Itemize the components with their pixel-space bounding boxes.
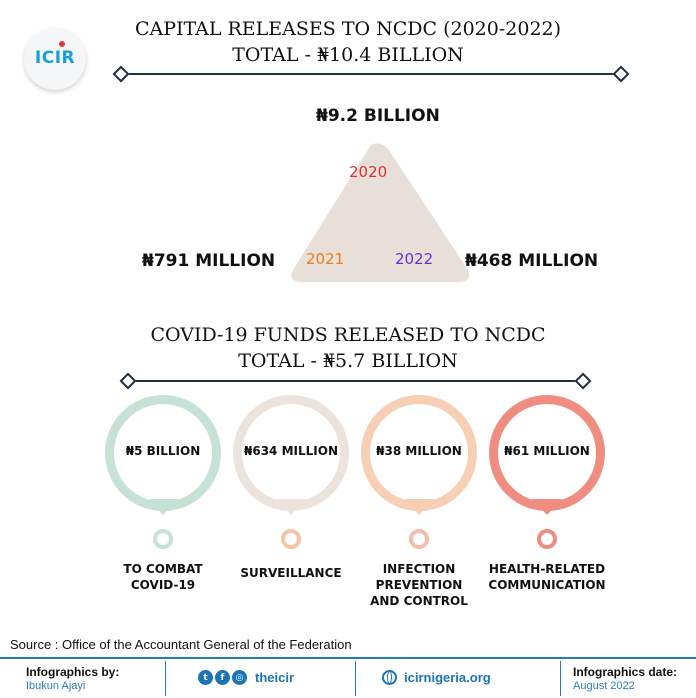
footer-credits: Infographics by: Ibukun Ajayi <box>26 659 161 698</box>
facebook-icon[interactable]: f <box>215 670 230 685</box>
date-value: August 2022 <box>573 680 635 692</box>
website-link[interactable]: icirnigeria.org <box>404 670 491 685</box>
pin-label-line: SURVEILLANCE <box>240 566 342 580</box>
pin-label-line: COMMUNICATION <box>488 578 606 592</box>
pin-ring <box>105 395 221 511</box>
footer-website[interactable]: icirnigeria.org <box>382 659 542 698</box>
footer-separator <box>165 661 166 696</box>
pin-label-line: AND CONTROL <box>370 594 468 608</box>
logo-text: ICIR <box>34 48 76 68</box>
pin-label: TO COMBAT COVID-19 <box>85 561 241 593</box>
pin-amount: ₦61 MILLION <box>504 444 590 458</box>
twitter-icon[interactable]: t <box>198 670 213 685</box>
capital-triangle <box>291 143 470 282</box>
pin-small-ring <box>409 529 429 549</box>
pin-amount: ₦38 MILLION <box>376 444 462 458</box>
capital-title-line2: TOTAL - ₦10.4 BILLION <box>232 44 464 66</box>
pin-label-line: TO COMBAT <box>123 562 203 576</box>
capital-title-line1: CAPITAL RELEASES TO NCDC (2020-2022) <box>134 18 562 40</box>
covid-title: COVID-19 FUNDS RELEASED TO NCDC TOTAL - … <box>0 322 696 374</box>
pin-amount: ₦634 MILLION <box>244 444 338 458</box>
pin-label-line: PREVENTION <box>375 578 463 592</box>
social-handle[interactable]: theicir <box>255 670 295 685</box>
pin-label: HEALTH-RELATED COMMUNICATION <box>469 561 625 593</box>
pin-amount: ₦5 BILLION <box>125 444 201 458</box>
footer-date: Infographics date: August 2022 <box>573 659 693 698</box>
covid-title-line1: COVID-19 FUNDS RELEASED TO NCDC <box>150 324 546 346</box>
capital-title: CAPITAL RELEASES TO NCDC (2020-2022) TOT… <box>0 16 696 68</box>
amount-2021: ₦791 MILLION <box>142 251 276 271</box>
date-heading: Infographics date: <box>573 665 678 679</box>
pin-small-ring <box>537 529 557 549</box>
covid-title-line2: TOTAL - ₦5.7 BILLION <box>238 350 458 372</box>
footer: Infographics by: Ibukun Ajayi t f ◎ thei… <box>0 657 696 698</box>
covid-divider <box>128 380 583 382</box>
pin-tail <box>532 499 562 515</box>
pin-label-line: COVID-19 <box>130 578 196 592</box>
pin-label-line: HEALTH-RELATED <box>488 562 606 576</box>
amount-2020: ₦9.2 BILLION <box>316 106 440 126</box>
pin-tail <box>404 499 434 515</box>
icir-logo: ICIR <box>24 28 86 90</box>
credits-name: Ibukun Ajayi <box>26 680 86 692</box>
source-note: Source : Office of the Accountant Genera… <box>10 637 352 652</box>
credits-heading: Infographics by: <box>26 665 120 679</box>
logo-dot <box>59 41 65 47</box>
instagram-icon[interactable]: ◎ <box>232 670 247 685</box>
pin-tail <box>148 499 178 515</box>
capital-divider <box>121 73 621 75</box>
year-2022: 2022 <box>395 250 434 268</box>
pin-label: SURVEILLANCE <box>213 565 369 581</box>
pin-label: INFECTION PREVENTION AND CONTROL <box>341 561 497 609</box>
pin-small-ring <box>153 529 173 549</box>
pin-ring <box>361 395 477 511</box>
globe-icon <box>382 670 397 685</box>
pin-label-line: INFECTION <box>382 562 456 576</box>
pin-tail <box>276 499 306 515</box>
pin-ring <box>233 395 349 511</box>
footer-separator <box>355 661 356 696</box>
pin-small-ring <box>281 529 301 549</box>
amount-2022: ₦468 MILLION <box>465 251 599 271</box>
year-2020: 2020 <box>349 163 388 181</box>
footer-social[interactable]: t f ◎ theicir <box>198 659 338 698</box>
year-2021: 2021 <box>306 250 345 268</box>
footer-separator <box>560 661 561 696</box>
pin-ring <box>489 395 605 511</box>
